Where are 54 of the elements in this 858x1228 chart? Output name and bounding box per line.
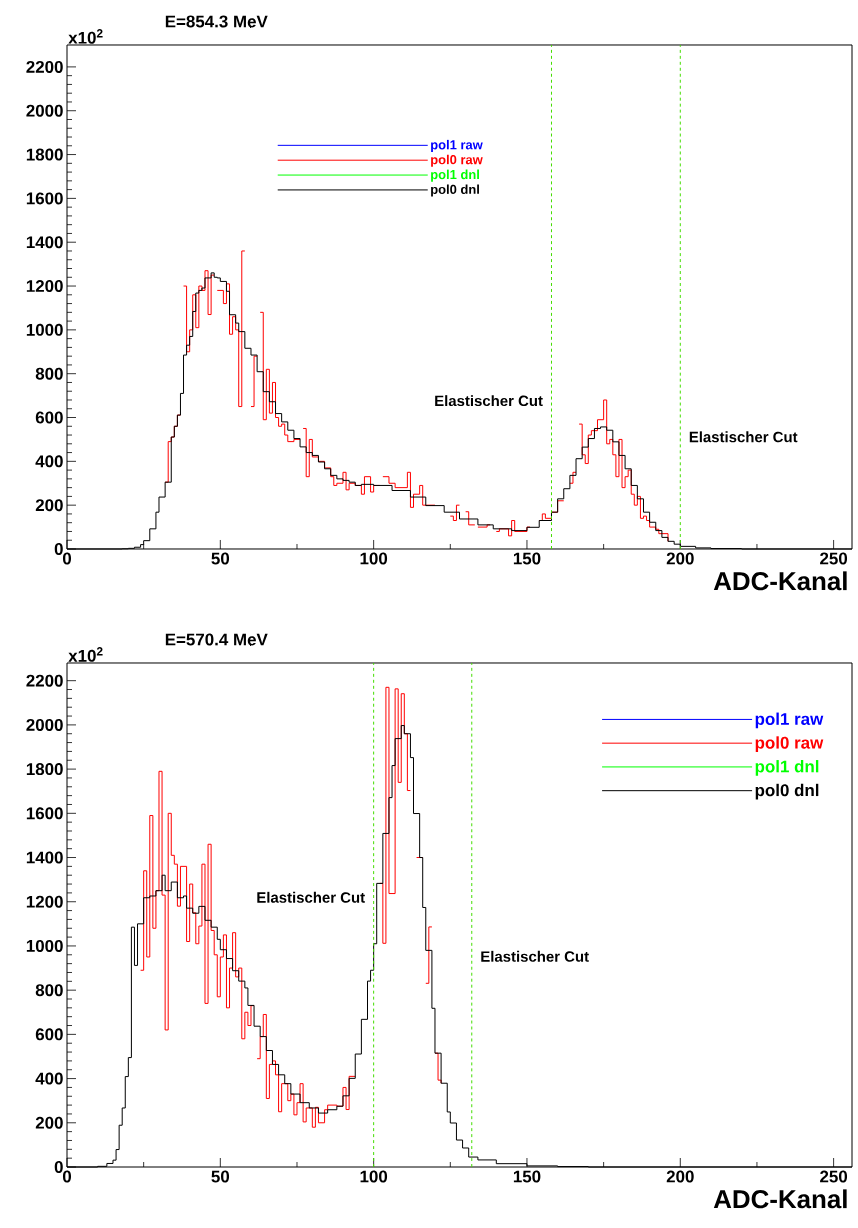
text: x10$^{2}$ bbox=[68, 29, 103, 44]
y-tick-label: 0 bbox=[54, 1161, 63, 1173]
x-axis-title: ADC-Kanal bbox=[713, 571, 847, 591]
y-tick-label: 200 bbox=[35, 499, 63, 512]
text: x10$^{2}$ bbox=[68, 647, 103, 662]
x-tick-label: 0 bbox=[62, 552, 72, 565]
y-tick-label: 1800 bbox=[26, 148, 63, 161]
y-tick-label: 600 bbox=[35, 411, 63, 424]
y-tick-label: 800 bbox=[35, 984, 63, 997]
x-tick-label: 100 bbox=[360, 552, 388, 565]
legend-label: pol1 raw bbox=[431, 139, 483, 152]
x-tick-label: 200 bbox=[666, 552, 694, 565]
x-tick-label: 50 bbox=[211, 1170, 230, 1183]
y-tick-label: 200 bbox=[35, 1116, 63, 1129]
y-tick-label: 1400 bbox=[26, 851, 63, 864]
legend-label: pol1 dnl bbox=[755, 760, 819, 776]
text: pol0 dnl bbox=[431, 184, 479, 197]
annotation: Elastischer Cut bbox=[689, 431, 798, 443]
y-tick-label: 1200 bbox=[26, 280, 63, 293]
annotation: Elastischer Cut bbox=[481, 950, 589, 962]
x-tick-label: 200 bbox=[666, 1170, 694, 1183]
y-tick-label: 1600 bbox=[26, 807, 63, 820]
x-tick-label: 150 bbox=[513, 1170, 541, 1183]
y-tick-label: 1400 bbox=[26, 236, 63, 249]
y-tick-label: 1000 bbox=[26, 323, 63, 336]
annotation: Elastischer Cut bbox=[435, 395, 543, 407]
x-tick-label: 250 bbox=[820, 552, 848, 565]
y-tick-label: 2200 bbox=[26, 60, 63, 73]
y-tick-label: 2200 bbox=[26, 674, 63, 687]
x-tick-label: 250 bbox=[820, 1170, 848, 1183]
text: pol0 raw bbox=[755, 736, 824, 753]
chart-title: E=854.3 MeV bbox=[165, 15, 268, 28]
x-tick-label: 150 bbox=[513, 552, 541, 565]
y-tick-label: 1800 bbox=[26, 763, 63, 776]
legend-label: pol1 dnl bbox=[431, 169, 479, 182]
x-tick-label: 50 bbox=[211, 552, 230, 565]
y-tick-label: 1200 bbox=[26, 895, 63, 908]
y-tick-label: 1000 bbox=[26, 939, 63, 952]
text: pol0 dnl bbox=[755, 783, 819, 800]
x-tick-label: 0 bbox=[62, 1170, 72, 1183]
y-tick-label: 0 bbox=[54, 542, 63, 555]
y-tick-label: 800 bbox=[35, 367, 63, 380]
y-tick-label: 600 bbox=[35, 1028, 63, 1041]
annotation: Elastischer Cut bbox=[257, 891, 365, 903]
legend-label: pol1 raw bbox=[755, 712, 824, 729]
y-tick-label: 400 bbox=[35, 1072, 63, 1085]
y-tick-label: 400 bbox=[35, 455, 63, 468]
text: pol0 raw bbox=[431, 154, 483, 167]
x-tick-label: 100 bbox=[360, 1170, 388, 1183]
chart-title: E=570.4 MeV bbox=[165, 633, 268, 646]
y-tick-label: 2000 bbox=[26, 718, 63, 731]
y-tick-label: 2000 bbox=[26, 104, 63, 117]
x-axis-title: ADC-Kanal bbox=[713, 1189, 847, 1209]
y-tick-label: 1600 bbox=[26, 192, 63, 205]
